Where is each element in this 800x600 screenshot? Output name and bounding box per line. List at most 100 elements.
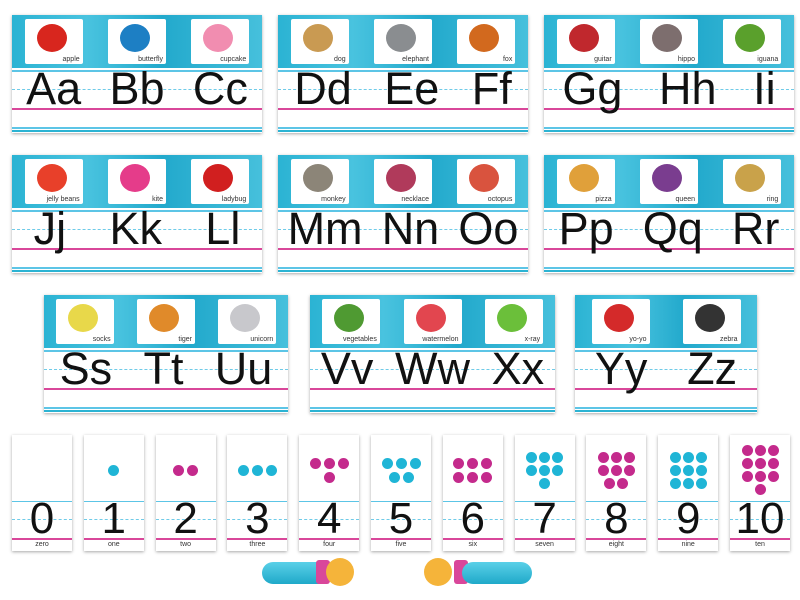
- scroll-right: [462, 562, 532, 584]
- letter-pair: Aa: [26, 63, 82, 114]
- counting-dot: [669, 451, 681, 463]
- number-card: 0 zero: [12, 435, 72, 551]
- letter-pair: Kk: [109, 203, 162, 254]
- picture-card: iguana: [723, 19, 782, 64]
- picture-label: iguana: [757, 56, 779, 63]
- counting-dot: [309, 457, 321, 469]
- picture-card: dog: [290, 19, 349, 64]
- picture-label: zebra: [719, 336, 738, 343]
- letter-pair: Zz: [687, 343, 738, 394]
- picture-icon: [603, 304, 634, 332]
- counting-dot: [481, 471, 493, 483]
- alphabet-strip: pizza queen ring Pp Qq Rr: [544, 155, 794, 273]
- picture-card: socks: [55, 299, 114, 344]
- letter-pair: Ww: [395, 343, 470, 394]
- counting-dot: [526, 464, 538, 476]
- picture-icon: [652, 24, 682, 52]
- numeral: 7: [532, 494, 557, 543]
- picture-card: queen: [640, 159, 698, 204]
- picture-card: apple: [24, 19, 83, 64]
- picture-icon: [652, 164, 682, 192]
- picture-icon: [36, 24, 67, 52]
- counting-dot: [767, 445, 779, 456]
- numeral: 4: [316, 494, 342, 543]
- picture-icon: [36, 164, 67, 192]
- counting-dot: [754, 471, 766, 482]
- number-card: 2 two: [155, 435, 216, 551]
- picture-card: unicorn: [218, 299, 277, 344]
- number-card: 6 six: [442, 435, 503, 551]
- numeral: 3: [245, 494, 270, 543]
- letter-pair: Ii: [753, 63, 776, 114]
- alphabet-strip: vegetables watermelon x-ray Vv Ww Xx: [310, 295, 555, 413]
- numeral: 0: [29, 494, 55, 543]
- counting-dot: [187, 464, 199, 476]
- picture-icon: [67, 304, 98, 332]
- counting-dot: [669, 477, 681, 489]
- picture-card: pizza: [556, 159, 615, 204]
- letter-pair: Ll: [205, 203, 241, 254]
- letter-pair: Xx: [491, 343, 545, 394]
- letter-pair: Ss: [59, 343, 113, 394]
- picture-icon: [120, 164, 150, 192]
- alphabet-strip: apple butterfly cupcake Aa Bb Cc: [12, 15, 262, 133]
- picture-label: jelly beans: [46, 196, 80, 203]
- number-word: six: [468, 541, 478, 548]
- letter-pair: Bb: [109, 63, 165, 114]
- picture-card: guitar: [556, 19, 615, 64]
- picture-label: ring: [766, 196, 779, 203]
- number-word: nine: [681, 541, 695, 548]
- picture-label: socks: [92, 336, 111, 343]
- picture-icon: [203, 24, 234, 52]
- picture-label: tiger: [178, 336, 192, 343]
- letter-pair: Mm: [287, 203, 363, 254]
- picture-icon: [568, 24, 599, 52]
- counting-dot: [695, 464, 707, 476]
- picture-label: octopus: [487, 196, 513, 203]
- letter-pair: Gg: [562, 63, 623, 114]
- counting-dot: [604, 477, 616, 489]
- alphabet-strip: socks tiger unicorn Ss Tt Uu: [44, 295, 288, 413]
- picture-label: cupcake: [220, 56, 247, 63]
- counting-dot: [323, 457, 335, 469]
- scroll-left: [262, 562, 332, 584]
- numeral: 5: [388, 494, 414, 543]
- picture-label: yo-yo: [629, 336, 647, 343]
- picture-label: x-ray: [524, 336, 541, 343]
- picture-icon: [333, 304, 364, 332]
- picture-icon: [302, 24, 333, 52]
- letter-pair: Jj: [33, 203, 67, 254]
- picture-card: x-ray: [485, 299, 544, 344]
- letter-pair: Qq: [642, 203, 703, 254]
- counting-dot: [767, 471, 779, 482]
- counting-dot: [695, 451, 707, 463]
- counting-dot: [552, 464, 564, 476]
- counting-dot: [741, 458, 753, 469]
- picture-card: ladybug: [191, 159, 250, 204]
- counting-dot: [741, 445, 753, 456]
- number-word: one: [107, 541, 120, 548]
- counting-dot: [467, 471, 479, 483]
- number-word: eight: [608, 541, 624, 548]
- counting-dot: [402, 471, 414, 483]
- number-card: 4 four: [299, 435, 360, 551]
- counting-dot: [754, 445, 766, 456]
- number-card: 9 nine: [658, 435, 719, 551]
- picture-icon: [415, 304, 446, 332]
- number-card: 1 one: [83, 435, 144, 551]
- alphabet-strip: guitar hippo iguana Gg Hh Ii: [544, 15, 794, 133]
- number-word: five: [395, 541, 407, 548]
- number-card: 8 eight: [586, 435, 647, 551]
- picture-card: vegetables: [321, 299, 380, 344]
- picture-card: necklace: [374, 159, 432, 204]
- picture-card: watermelon: [403, 299, 462, 344]
- counting-dot: [597, 464, 609, 476]
- counting-dot: [481, 457, 493, 469]
- counting-dot: [552, 451, 564, 463]
- number-word: seven: [535, 541, 554, 548]
- picture-icon: [386, 164, 416, 192]
- picture-card: butterfly: [108, 19, 166, 64]
- counting-dot: [173, 464, 185, 476]
- picture-card: zebra: [682, 299, 741, 344]
- picture-icon: [149, 304, 179, 332]
